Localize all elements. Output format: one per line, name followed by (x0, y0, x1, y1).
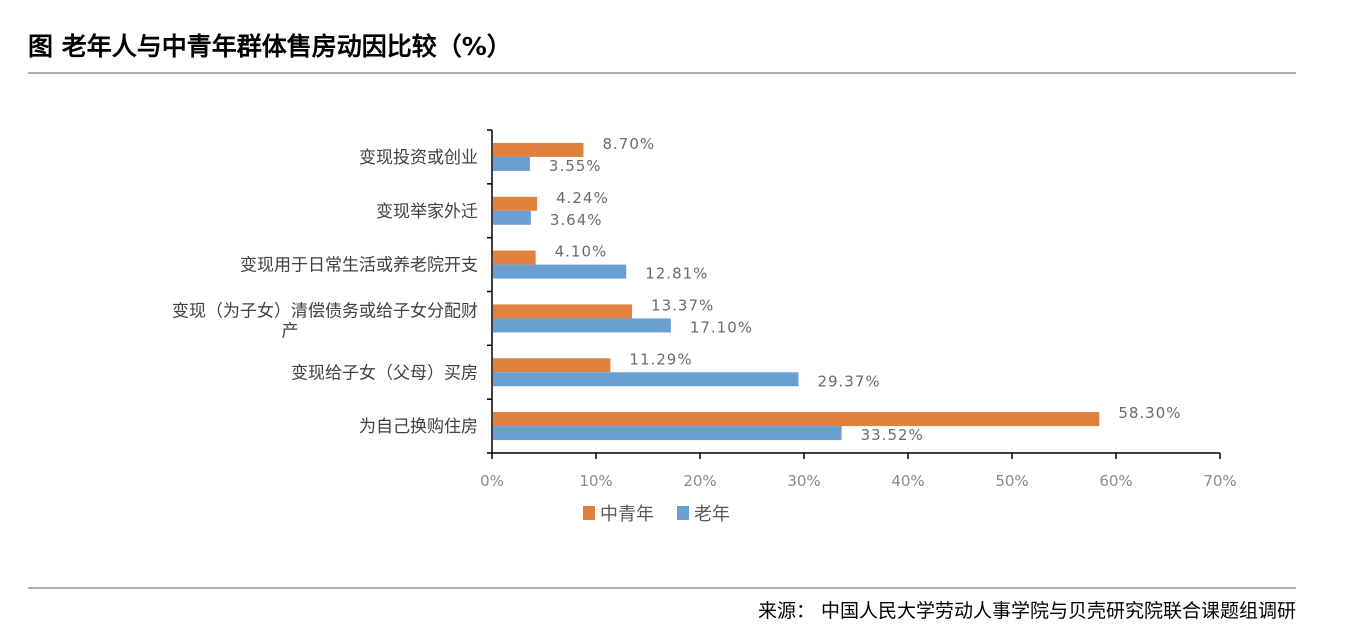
x-tick-label: 0% (480, 472, 504, 490)
source-note: 来源： 中国人民大学劳动人事学院与贝壳研究院联合课题组调研 (758, 600, 1296, 622)
x-tick-label: 20% (683, 472, 716, 490)
bar-elderly (493, 156, 530, 171)
x-tick-label: 60% (1099, 472, 1132, 490)
data-label: 4.24% (556, 189, 609, 207)
data-label: 8.70% (602, 135, 655, 153)
bar-middle-aged (493, 412, 1100, 427)
category-label: 变现（为子女）清偿债务或给子女分配财产 (172, 301, 478, 341)
bar-elderly (493, 318, 671, 333)
data-label: 11.29% (629, 350, 692, 368)
chart-title: 图 老年人与中青年群体售房动因比较（%） (28, 32, 512, 61)
data-label: 3.55% (549, 157, 602, 175)
x-tick-label: 10% (579, 472, 612, 490)
legend-swatch (583, 506, 595, 520)
bar-elderly (493, 210, 531, 225)
bar-elderly (493, 372, 799, 387)
data-label: 29.37% (817, 372, 880, 390)
bar-middle-aged (493, 196, 538, 211)
category-label: 变现用于日常生活或养老院开支 (240, 256, 478, 276)
legend-swatch (677, 506, 689, 520)
data-label: 3.64% (550, 211, 603, 229)
data-label: 4.10% (555, 243, 608, 261)
x-tick-label: 70% (1203, 472, 1236, 490)
category-label: 变现给子女（父母）买房 (291, 363, 478, 383)
x-tick-label: 30% (787, 472, 820, 490)
bar-middle-aged (493, 358, 611, 373)
bar-middle-aged (493, 250, 536, 265)
x-tick-label: 50% (995, 472, 1028, 490)
bar-middle-aged (493, 304, 633, 319)
data-label: 58.30% (1118, 404, 1181, 422)
data-label: 33.52% (861, 426, 924, 444)
data-label: 17.10% (690, 318, 753, 336)
data-label: 12.81% (645, 265, 708, 283)
data-label: 13.37% (651, 296, 714, 314)
bar-elderly (493, 426, 842, 441)
category-label: 为自己换购住房 (359, 417, 478, 437)
category-label: 变现举家外迁 (376, 202, 478, 222)
legend-label: 中青年 (600, 504, 654, 525)
legend-label: 老年 (694, 504, 730, 525)
bar-elderly (493, 264, 627, 279)
bar-middle-aged (493, 142, 584, 157)
category-label: 变现投资或创业 (359, 148, 478, 168)
x-tick-label: 40% (891, 472, 924, 490)
